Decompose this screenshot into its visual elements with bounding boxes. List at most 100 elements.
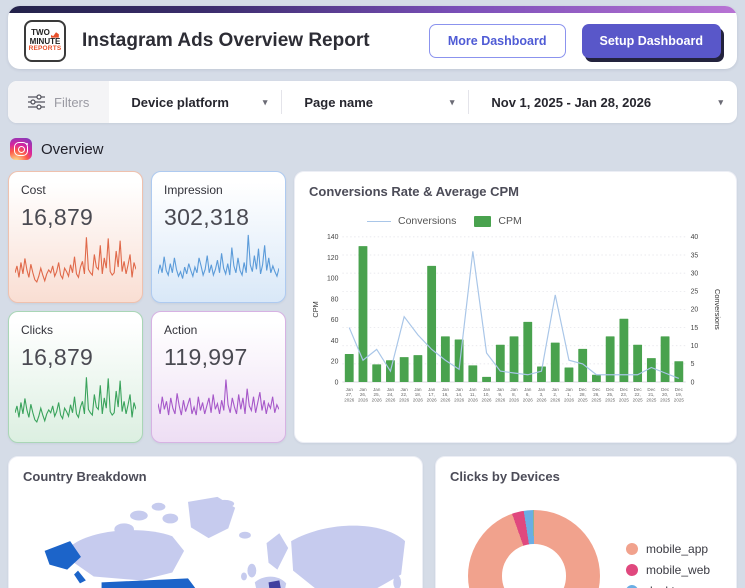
clicks-by-devices-title: Clicks by Devices (450, 469, 560, 484)
svg-text:14,: 14, (456, 392, 462, 397)
svg-text:16,: 16, (442, 392, 448, 397)
logo-line3: REPORTS (28, 44, 62, 52)
svg-text:Dec: Dec (606, 387, 615, 392)
setup-dashboard-button[interactable]: Setup Dashboard (581, 24, 721, 58)
svg-text:Jan: Jan (387, 387, 395, 392)
svg-text:140: 140 (327, 234, 339, 241)
svg-text:2026: 2026 (536, 397, 547, 402)
two-minute-reports-logo: TWO MINUTE REPORTS (24, 20, 66, 62)
svg-text:2026: 2026 (385, 397, 396, 402)
legend-mobile-web[interactable]: mobile_web (626, 563, 710, 577)
svg-text:11,: 11, (470, 392, 476, 397)
kpi-label: Cost (21, 183, 46, 197)
legend-mobile-app[interactable]: mobile_app (626, 542, 710, 556)
chart-title: Conversions Rate & Average CPM (309, 184, 519, 199)
svg-text:2026: 2026 (523, 397, 534, 402)
action-sparkline (158, 368, 279, 430)
svg-text:20: 20 (331, 359, 339, 366)
region-usa (101, 578, 196, 588)
date-range-select[interactable]: Nov 1, 2025 - Jan 28, 2026 ▾ (469, 95, 737, 110)
cost-sparkline (15, 228, 136, 290)
legend-cpm[interactable]: CPM (474, 215, 522, 227)
svg-text:Jan: Jan (510, 387, 518, 392)
svg-text:Jan: Jan (524, 387, 532, 392)
svg-text:Jan: Jan (373, 387, 381, 392)
region-usa-alaska (44, 541, 81, 570)
svg-text:120: 120 (327, 255, 339, 262)
kpi-label: Clicks (21, 323, 53, 337)
svg-text:Dec: Dec (647, 387, 656, 392)
svg-text:25: 25 (691, 289, 699, 296)
svg-text:Jan: Jan (442, 387, 450, 392)
svg-text:2026: 2026 (344, 397, 355, 402)
chart-legend: Conversions CPM (367, 215, 722, 227)
svg-text:10: 10 (691, 343, 699, 350)
svg-text:9,: 9, (498, 392, 502, 397)
device-platform-value: Device platform (131, 94, 229, 110)
svg-text:2,: 2, (553, 392, 557, 397)
svg-text:35: 35 (691, 252, 699, 259)
filter-divider (468, 90, 470, 114)
svg-text:100: 100 (327, 276, 339, 283)
svg-text:Conversions: Conversions (713, 289, 722, 330)
svg-text:Jan: Jan (483, 387, 491, 392)
section-title: Overview (41, 140, 104, 158)
more-dashboard-button[interactable]: More Dashboard (428, 24, 566, 58)
svg-text:23,: 23, (621, 392, 627, 397)
kpi-label: Impression (164, 183, 223, 197)
svg-text:2026: 2026 (440, 397, 451, 402)
svg-text:2026: 2026 (427, 397, 438, 402)
svg-text:Jan: Jan (497, 387, 505, 392)
instagram-icon (10, 138, 32, 160)
country-breakdown-title: Country Breakdown (23, 469, 147, 484)
legend-desktop[interactable]: desktop (626, 584, 710, 588)
devices-donut-chart (468, 510, 600, 588)
country-breakdown-card: Country Breakdown (8, 456, 423, 588)
svg-text:27,: 27, (346, 392, 352, 397)
svg-text:80: 80 (331, 296, 339, 303)
kpi-value: 16,879 (21, 204, 94, 230)
svg-text:8,: 8, (512, 392, 516, 397)
filters-sliders-icon (28, 94, 45, 110)
svg-text:Dec: Dec (634, 387, 643, 392)
logo-chart-icon (50, 32, 59, 38)
logo-line2: MINUTE (29, 36, 61, 46)
svg-text:Jan: Jan (552, 387, 560, 392)
kpi-card-impression: Impression 302,318 (151, 171, 286, 303)
device-platform-select[interactable]: Device platform ▾ (109, 95, 281, 110)
kpi-card-clicks: Clicks 16,879 (8, 311, 143, 443)
svg-text:2026: 2026 (564, 397, 575, 402)
svg-text:2026: 2026 (509, 397, 520, 402)
kpi-grid: Cost 16,879 Impression 302,318 Clicks 16… (8, 171, 286, 443)
svg-text:Dec: Dec (579, 387, 588, 392)
page-name-select[interactable]: Page name ▾ (282, 95, 468, 110)
svg-text:2026: 2026 (495, 397, 506, 402)
chevron-down-icon: ▾ (262, 96, 268, 107)
svg-text:2025: 2025 (591, 397, 602, 402)
svg-text:Jan: Jan (538, 387, 546, 392)
svg-text:6,: 6, (526, 392, 530, 397)
cpm-conversions-card: Conversions Rate & Average CPM Conversio… (294, 171, 737, 443)
svg-text:10,: 10, (483, 392, 489, 397)
cpm-bar-swatch (474, 215, 492, 227)
svg-text:3,: 3, (540, 392, 544, 397)
svg-text:Dec: Dec (661, 387, 670, 392)
logo-line1: TWO (31, 28, 50, 38)
svg-text:Jan: Jan (346, 387, 354, 392)
svg-text:0: 0 (691, 379, 695, 386)
svg-text:20,: 20, (662, 392, 668, 397)
svg-text:26,: 26, (360, 392, 366, 397)
svg-text:28,: 28, (580, 392, 586, 397)
svg-text:Jan: Jan (455, 387, 463, 392)
clicks-sparkline (15, 368, 136, 430)
svg-text:40: 40 (691, 234, 699, 241)
svg-text:2026: 2026 (454, 397, 465, 402)
svg-text:24,: 24, (387, 392, 393, 397)
kpi-label: Action (164, 323, 198, 337)
svg-text:2026: 2026 (399, 397, 410, 402)
legend-conversions[interactable]: Conversions (367, 215, 456, 227)
filter-bar: Filters Device platform ▾ Page name ▾ No… (8, 81, 737, 123)
filters-button[interactable]: Filters (8, 81, 110, 123)
svg-text:25,: 25, (607, 392, 613, 397)
svg-text:60: 60 (331, 317, 339, 324)
